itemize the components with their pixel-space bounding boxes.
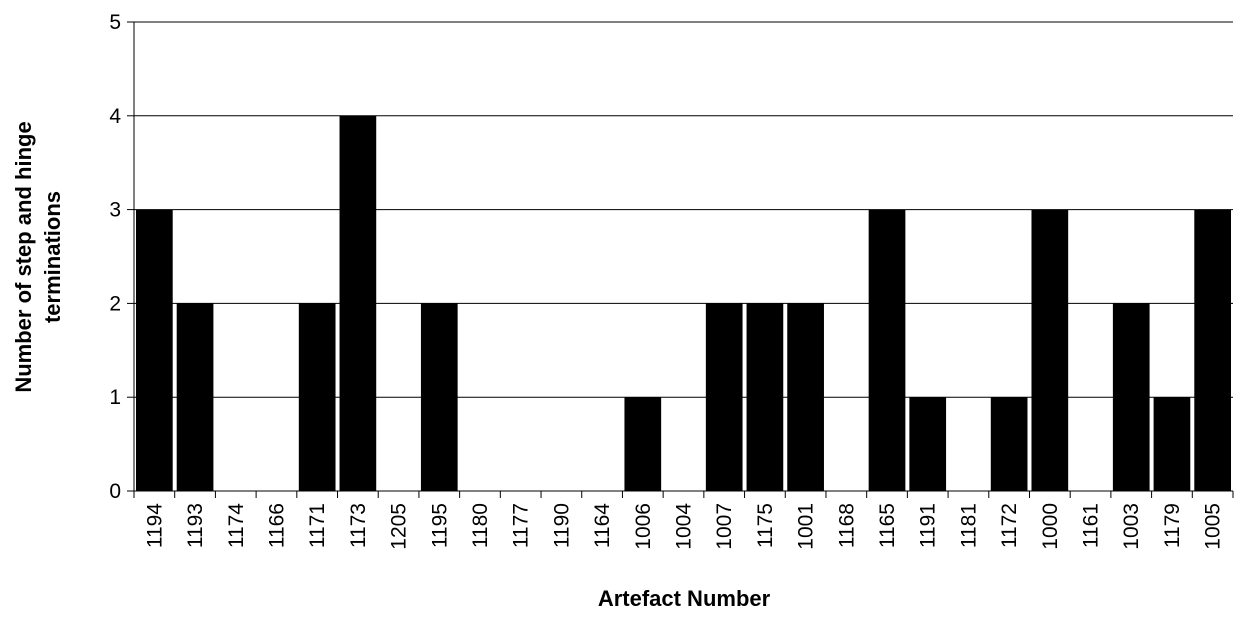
x-tick-label: 1195 [428, 503, 451, 548]
x-axis-title: Artefact Number [598, 586, 771, 611]
x-tick-label: 1164 [591, 503, 614, 548]
bar [298, 303, 336, 491]
tick-labels: 0 1 2 3 4 5 1194 1193 1174 1166 1171 1173 1205 1195 11… [109, 11, 1224, 550]
bar [787, 303, 824, 491]
axes [127, 21, 1234, 498]
x-tick-label: 1177 [510, 503, 533, 548]
x-tick-label: 1180 [469, 503, 492, 548]
bar [136, 209, 173, 491]
x-tick-label: 1193 [184, 503, 207, 548]
y-tick-label: 4 [109, 105, 121, 128]
x-tick-label: 1166 [265, 503, 288, 548]
bar [1194, 209, 1231, 491]
x-tick-label: 1005 [1202, 503, 1225, 550]
y-tick-label: 3 [109, 199, 121, 222]
bar [624, 397, 662, 491]
bar [1031, 209, 1069, 491]
bar [746, 303, 784, 491]
x-tick-label: 1004 [673, 503, 696, 550]
x-tick-label: 1171 [306, 503, 329, 548]
y-tick-label: 2 [109, 292, 121, 315]
bar [176, 303, 214, 491]
x-tick-label: 1194 [143, 503, 166, 548]
bar [705, 303, 743, 491]
bar [339, 115, 377, 492]
x-tick-label: 1172 [998, 503, 1021, 548]
bar [1153, 397, 1191, 491]
y-axis-title-line-1: Number of step and hinge [11, 121, 36, 392]
x-tick-label: 1179 [1161, 503, 1184, 548]
x-tick-label: 1175 [754, 503, 777, 548]
x-tick-label: 1174 [225, 503, 248, 548]
bar [1112, 303, 1150, 491]
x-tick-label: 1006 [632, 503, 655, 550]
x-tick-label: 1165 [876, 503, 899, 548]
x-tick-label: 1003 [1120, 503, 1143, 550]
x-tick-label: 1190 [550, 503, 573, 548]
x-tick-label: 1001 [795, 503, 818, 550]
y-axis-title-line-2: terminations [40, 191, 65, 323]
bar [909, 397, 947, 491]
x-tick-label: 1173 [347, 503, 370, 548]
y-tick-label: 1 [109, 386, 121, 409]
x-tick-label: 1000 [1039, 503, 1062, 550]
bar [990, 397, 1028, 491]
x-tick-label: 1161 [1080, 503, 1103, 548]
x-tick-label: 1007 [713, 503, 736, 550]
x-tick-label: 1181 [957, 503, 980, 548]
y-tick-label: 5 [109, 11, 121, 34]
x-tick-label: 1205 [388, 503, 411, 550]
x-tick-label: 1191 [917, 503, 940, 548]
y-tick-label: 0 [109, 480, 121, 503]
bar [420, 303, 458, 491]
bar [868, 209, 906, 491]
bars [136, 115, 1231, 492]
y-axis-title: Number of step and hinge terminations [11, 121, 65, 392]
x-tick-label: 1168 [835, 503, 858, 548]
